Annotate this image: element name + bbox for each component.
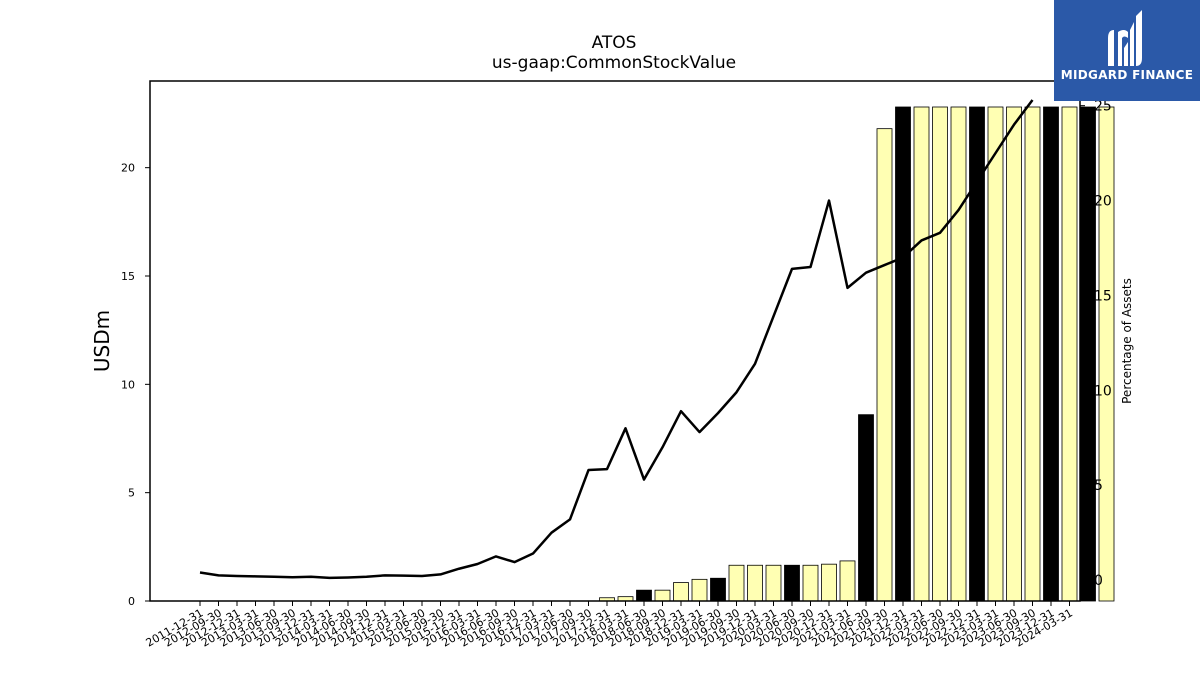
bar [839,560,856,602]
bar [1098,106,1115,602]
y2-axis-label: Percentage of Assets [1120,278,1134,404]
bar [821,563,837,602]
line-series [199,99,1034,580]
chart-subtitle: us-gaap:CommonStockValue [492,53,736,73]
bar [1061,106,1078,602]
y2-tick-label: 10 [1094,383,1112,399]
y-axis-left: 0 5 10 15 20 [121,162,150,608]
bar [950,106,967,602]
bar [1006,106,1022,602]
y-axis-right: 0 5 10 15 20 25 [1080,99,1112,589]
bar [691,578,708,602]
y2-tick-label: 25 [1094,99,1112,115]
percentage-line [199,99,1034,580]
bar [802,564,819,602]
plot-frame [149,80,1081,602]
logo-text: MIDGARD FINANCE [1060,68,1194,82]
bar [673,582,689,602]
y-tick-label: 0 [128,595,135,608]
bar [765,564,782,602]
y2-tick-label: 5 [1094,478,1103,494]
bar [636,589,652,602]
y2-tick-label: 15 [1094,288,1112,304]
bar [1080,106,1096,602]
bar [987,106,1004,602]
bar [1043,106,1059,602]
y2-tick-label: 0 [1094,573,1103,589]
bar [858,414,874,602]
bar [932,106,948,602]
bar [895,106,911,602]
bar [710,577,726,602]
x-axis: 2011-12-312012-09-302012-12-312013-03-31… [144,601,1075,650]
bar [876,128,893,602]
brand-logo: MIDGARD FINANCE [1054,0,1200,101]
bar-series [599,106,1115,602]
bar [1024,106,1041,602]
y2-tick-label: 20 [1094,194,1112,210]
bar [747,564,763,602]
y-axis-label: USDm [90,310,114,372]
y-tick-label: 5 [128,487,135,500]
midgard-logo-icon [1108,10,1142,66]
y-tick-label: 20 [121,162,135,175]
chart-title: ATOS [592,33,637,53]
bar [728,564,745,602]
bar [784,564,800,602]
bar [913,106,930,602]
bar [654,589,671,602]
y-tick-label: 10 [121,378,135,391]
y-tick-label: 15 [121,270,135,283]
